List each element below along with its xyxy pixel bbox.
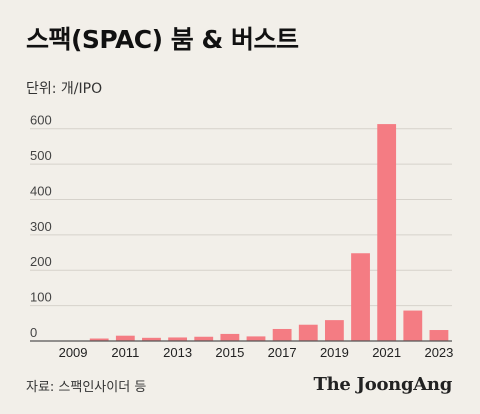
bars <box>63 124 449 341</box>
bar-2013 <box>168 337 188 341</box>
y-tick-label: 0 <box>30 325 37 340</box>
y-tick-label: 100 <box>30 290 52 305</box>
bar-2017 <box>272 328 292 341</box>
x-tick-label: 2015 <box>215 345 244 360</box>
bar-2022 <box>403 310 423 341</box>
x-tick-label: 2013 <box>163 345 192 360</box>
y-tick-label: 500 <box>30 148 52 163</box>
y-tick-label: 200 <box>30 254 52 269</box>
x-tick-label: 2019 <box>320 345 349 360</box>
x-tick-label: 2021 <box>372 345 401 360</box>
bar-2010 <box>89 338 109 341</box>
x-tick-label: 2023 <box>424 345 453 360</box>
y-tick-label: 300 <box>30 219 52 234</box>
chart-title: 스팩(SPAC) 붐 & 버스트 <box>26 25 299 54</box>
y-tick-label: 600 <box>30 113 52 128</box>
x-tick-label: 2017 <box>268 345 297 360</box>
x-axis-ticks: 2009 2011 2013 2015 2017 2019 2021 2023 <box>59 345 454 360</box>
bar-2023 <box>429 330 449 341</box>
bar-2015 <box>220 333 240 341</box>
y-axis-ticks: 0 100 200 300 400 500 600 <box>30 113 52 340</box>
unit-label: 단위: 개/IPO <box>26 81 103 97</box>
source-note: 자료: 스팩인사이더 등 <box>26 380 147 395</box>
bar-2019 <box>324 320 344 341</box>
bar-2016 <box>246 336 266 341</box>
publisher-logo: The JoongAng <box>313 374 453 395</box>
bar-2012 <box>142 337 161 341</box>
bar-2020 <box>351 253 370 341</box>
bar-2014 <box>194 336 214 341</box>
x-tick-label: 2011 <box>111 345 139 360</box>
bar-2018 <box>298 324 318 341</box>
bar-2021 <box>377 124 397 341</box>
y-tick-label: 400 <box>30 183 52 198</box>
bar-2011 <box>115 335 135 341</box>
x-tick-label: 2009 <box>59 345 88 360</box>
